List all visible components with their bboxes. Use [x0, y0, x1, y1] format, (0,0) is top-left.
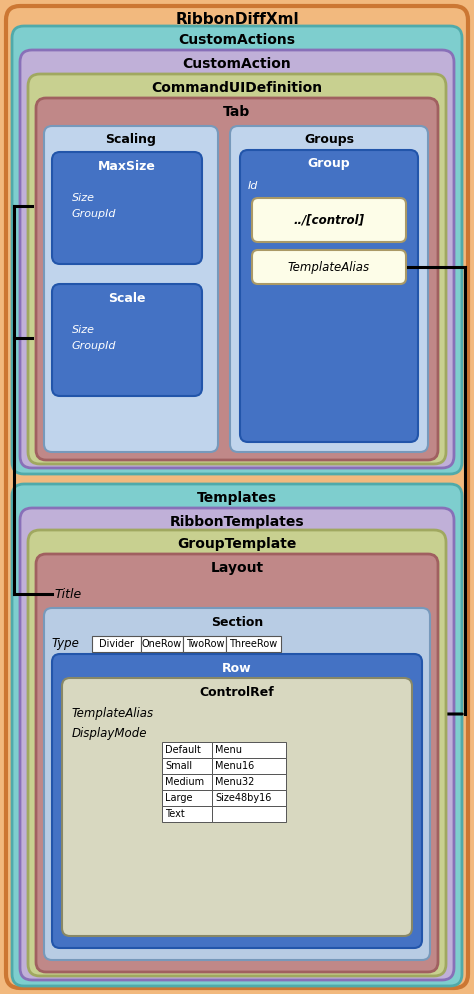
Text: ../[control]: ../[control]	[293, 214, 365, 227]
FancyBboxPatch shape	[44, 126, 218, 452]
Bar	[162, 742, 212, 758]
FancyBboxPatch shape	[52, 654, 422, 948]
Bar	[92, 636, 141, 652]
Bar	[212, 790, 286, 806]
Text: Menu: Menu	[215, 745, 242, 755]
Text: MaxSize: MaxSize	[98, 159, 156, 173]
Bar	[212, 774, 286, 790]
Text: RibbonTemplates: RibbonTemplates	[170, 515, 304, 529]
FancyBboxPatch shape	[52, 284, 202, 396]
Text: DisplayMode: DisplayMode	[72, 728, 147, 741]
Text: Size
GroupId: Size GroupId	[72, 193, 117, 220]
Text: OneRow: OneRow	[142, 639, 182, 649]
Bar	[212, 806, 286, 822]
FancyBboxPatch shape	[36, 98, 438, 460]
Text: CustomActions: CustomActions	[179, 33, 295, 47]
Text: CommandUIDefinition: CommandUIDefinition	[151, 81, 323, 95]
Text: Scaling: Scaling	[106, 133, 156, 146]
Text: GroupTemplate: GroupTemplate	[177, 537, 297, 551]
Bar	[212, 742, 286, 758]
Text: Medium: Medium	[165, 777, 204, 787]
Bar	[226, 636, 281, 652]
Bar	[162, 758, 212, 774]
Text: Scale: Scale	[108, 291, 146, 304]
Text: Default: Default	[165, 745, 201, 755]
FancyBboxPatch shape	[20, 50, 454, 468]
Text: RibbonDiffXml: RibbonDiffXml	[175, 13, 299, 28]
Text: Templates: Templates	[197, 491, 277, 505]
Text: Section: Section	[211, 615, 263, 628]
Text: ThreeRow: ThreeRow	[229, 639, 277, 649]
FancyBboxPatch shape	[36, 554, 438, 972]
FancyBboxPatch shape	[252, 250, 406, 284]
FancyBboxPatch shape	[230, 126, 428, 452]
Bar	[162, 806, 212, 822]
FancyBboxPatch shape	[6, 6, 468, 988]
Text: Groups: Groups	[304, 133, 354, 146]
FancyBboxPatch shape	[12, 26, 462, 474]
Bar	[141, 636, 183, 652]
Text: Title: Title	[54, 587, 81, 600]
FancyBboxPatch shape	[12, 484, 462, 986]
Text: Id: Id	[248, 181, 258, 191]
FancyBboxPatch shape	[20, 508, 454, 980]
Text: Text: Text	[165, 809, 185, 819]
Bar	[162, 774, 212, 790]
Text: Size48by16: Size48by16	[215, 793, 272, 803]
Text: ControlRef: ControlRef	[200, 686, 274, 699]
Text: Large: Large	[165, 793, 192, 803]
FancyBboxPatch shape	[240, 150, 418, 442]
Text: Tab: Tab	[223, 105, 251, 119]
Bar	[162, 790, 212, 806]
Text: Layout: Layout	[210, 561, 264, 575]
Text: Row: Row	[222, 661, 252, 675]
Text: Type: Type	[52, 637, 80, 650]
Bar	[212, 758, 286, 774]
FancyBboxPatch shape	[28, 74, 446, 464]
FancyBboxPatch shape	[62, 678, 412, 936]
FancyBboxPatch shape	[252, 198, 406, 242]
Bar	[183, 636, 226, 652]
Text: CustomAction: CustomAction	[182, 57, 292, 71]
FancyBboxPatch shape	[28, 530, 446, 976]
Text: TemplateAlias: TemplateAlias	[288, 260, 370, 273]
Text: TemplateAlias: TemplateAlias	[72, 708, 154, 721]
Text: Menu32: Menu32	[215, 777, 255, 787]
Text: Menu16: Menu16	[215, 761, 254, 771]
Text: Group: Group	[308, 157, 350, 171]
FancyBboxPatch shape	[52, 152, 202, 264]
Text: Size
GroupId: Size GroupId	[72, 325, 117, 351]
Text: Small: Small	[165, 761, 192, 771]
Text: Divider: Divider	[99, 639, 134, 649]
Text: TwoRow: TwoRow	[185, 639, 224, 649]
FancyBboxPatch shape	[44, 608, 430, 960]
